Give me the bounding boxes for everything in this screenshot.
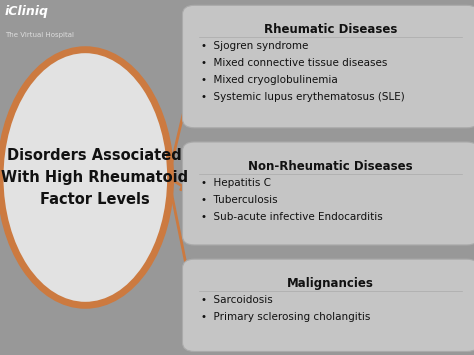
FancyBboxPatch shape — [182, 5, 474, 128]
Text: •  Sjogren syndrome: • Sjogren syndrome — [201, 41, 309, 51]
Text: Disorders Associated
With High Rheumatoid
Factor Levels: Disorders Associated With High Rheumatoi… — [1, 148, 188, 207]
FancyBboxPatch shape — [182, 142, 474, 245]
Text: •  Tuberculosis: • Tuberculosis — [201, 195, 278, 204]
Text: •  Mixed connective tissue diseases: • Mixed connective tissue diseases — [201, 58, 388, 68]
Text: Malignancies: Malignancies — [287, 277, 374, 290]
Text: •  Sarcoidosis: • Sarcoidosis — [201, 295, 273, 305]
Text: •  Mixed cryoglobulinemia: • Mixed cryoglobulinemia — [201, 75, 338, 85]
Text: The Virtual Hospital: The Virtual Hospital — [5, 32, 74, 38]
Text: •  Sub-acute infective Endocarditis: • Sub-acute infective Endocarditis — [201, 212, 383, 222]
Text: •  Primary sclerosing cholangitis: • Primary sclerosing cholangitis — [201, 312, 371, 322]
Text: •  Hepatitis C: • Hepatitis C — [201, 178, 272, 187]
Text: Non-Rheumatic Diseases: Non-Rheumatic Diseases — [248, 160, 413, 173]
Text: •  Systemic lupus erythematosus (SLE): • Systemic lupus erythematosus (SLE) — [201, 92, 405, 102]
Text: Rheumatic Diseases: Rheumatic Diseases — [264, 23, 397, 36]
Ellipse shape — [0, 50, 171, 305]
FancyBboxPatch shape — [182, 259, 474, 351]
Text: iCliniq: iCliniq — [5, 5, 49, 18]
